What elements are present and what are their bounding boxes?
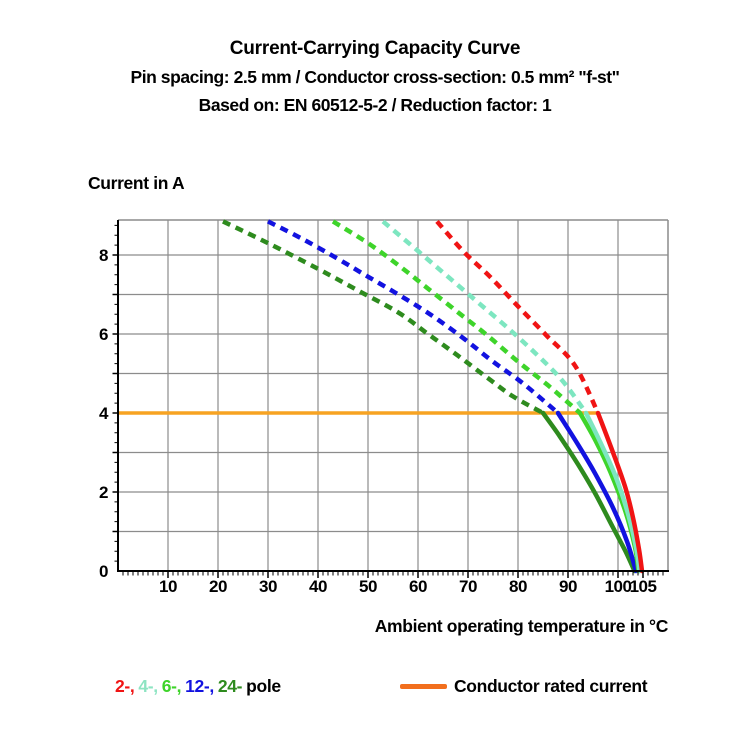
x-tick-label: 100 — [605, 577, 632, 596]
x-tick-label: 105 — [630, 577, 657, 596]
legend-pole-item: pole — [246, 676, 281, 696]
x-tick-label: 60 — [409, 577, 427, 596]
curve-12-pole-dashed — [266, 219, 560, 415]
chart-subtitle: Pin spacing: 2.5 mm / Conductor cross-se… — [130, 67, 620, 87]
chart-basis-note: Based on: EN 60512-5-2 / Reduction facto… — [198, 95, 552, 115]
curve-2-pole-dashed — [435, 219, 601, 414]
x-tick-label: 50 — [359, 577, 377, 596]
y-tick-label: 6 — [99, 325, 108, 344]
curve-12-pole-solid — [555, 410, 639, 574]
x-tick-label: 30 — [259, 577, 277, 596]
rated-current-legend: Conductor rated current — [400, 676, 648, 697]
curve-2-pole-solid — [595, 410, 645, 574]
legend-pole-item: 4-, — [138, 676, 158, 696]
curve-24-pole-dashed — [222, 219, 545, 415]
x-tick-label: 80 — [509, 577, 527, 596]
title-block: Current-Carrying Capacity Curve Pin spac… — [0, 35, 750, 119]
curve-6-pole-dashed — [331, 219, 582, 415]
x-tick-label: 40 — [309, 577, 327, 596]
x-tick-label: 70 — [459, 577, 477, 596]
y-tick-label: 0 — [99, 562, 108, 581]
rated-current-line-swatch — [400, 684, 447, 689]
legend-pole-item: 6-, — [161, 676, 182, 696]
chart-title: Current-Carrying Capacity Curve — [229, 38, 521, 59]
x-tick-label: 90 — [559, 577, 577, 596]
legend-pole-item: 24- — [217, 676, 243, 696]
x-axis-title: Ambient operating temperature in °C — [374, 616, 669, 636]
pole-legend: 2-, 4-, 6-, 12-, 24- pole — [115, 676, 285, 697]
rated-current-label: Conductor rated current — [454, 676, 648, 696]
y-tick-label: 4 — [99, 404, 109, 423]
y-axis-title: Current in A — [88, 173, 185, 193]
curve-24-pole-solid — [540, 410, 637, 574]
curve-4-pole-dashed — [381, 219, 588, 415]
x-tick-label: 20 — [209, 577, 227, 596]
curve-4-pole-solid — [583, 410, 642, 574]
y-tick-label: 2 — [99, 483, 108, 502]
legend-pole-item: 2-, — [115, 676, 135, 696]
legend-pole-item: 12-, — [185, 676, 214, 696]
legend-row: 2-, 4-, 6-, 12-, 24- pole Conductor rated cur… — [0, 676, 750, 702]
y-tick-label: 8 — [99, 246, 108, 265]
x-tick-label: 10 — [159, 577, 177, 596]
